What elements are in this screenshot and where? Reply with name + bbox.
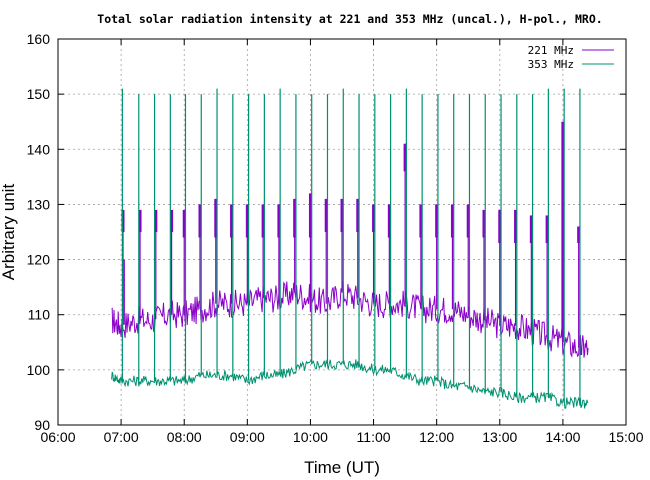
x-axis-label: Time (UT) bbox=[304, 458, 380, 477]
x-tick-label: 12:00 bbox=[419, 429, 454, 445]
x-tick-label: 15:00 bbox=[608, 429, 643, 445]
x-tick-label: 13:00 bbox=[482, 429, 517, 445]
x-tick-label: 07:00 bbox=[104, 429, 139, 445]
series-line bbox=[111, 358, 589, 409]
plot-area bbox=[111, 88, 589, 409]
series-221mhz bbox=[111, 121, 589, 358]
y-axis-label: Arbitrary unit bbox=[0, 184, 18, 281]
y-tick-label: 110 bbox=[28, 307, 51, 323]
x-tick-label: 06:00 bbox=[40, 429, 75, 445]
axis-ticks: 06:00 07:00 08:00 09:00 10:00 11:00 12:00 13:00… bbox=[27, 31, 644, 445]
x-tick-label: 08:00 bbox=[167, 429, 202, 445]
series-353mhz bbox=[111, 88, 589, 409]
y-tick-label: 120 bbox=[27, 252, 51, 268]
series-line bbox=[111, 281, 589, 358]
legend-label: 353 MHz bbox=[528, 58, 574, 71]
chart-title: Total solar radiation intensity at 221 a… bbox=[97, 12, 602, 26]
y-tick-label: 90 bbox=[34, 417, 50, 433]
y-tick-label: 130 bbox=[27, 196, 51, 212]
x-tick-label: 10:00 bbox=[293, 429, 328, 445]
y-tick-label: 100 bbox=[27, 362, 51, 378]
x-tick-label: 14:00 bbox=[545, 429, 580, 445]
x-tick-label: 11:00 bbox=[357, 429, 391, 445]
x-tick-label: 09:00 bbox=[230, 429, 265, 445]
legend-label: 221 MHz bbox=[528, 44, 574, 57]
plot-frame bbox=[57, 38, 627, 426]
y-tick-label: 140 bbox=[27, 141, 51, 157]
y-tick-label: 160 bbox=[27, 31, 51, 47]
y-tick-label: 150 bbox=[27, 86, 51, 102]
